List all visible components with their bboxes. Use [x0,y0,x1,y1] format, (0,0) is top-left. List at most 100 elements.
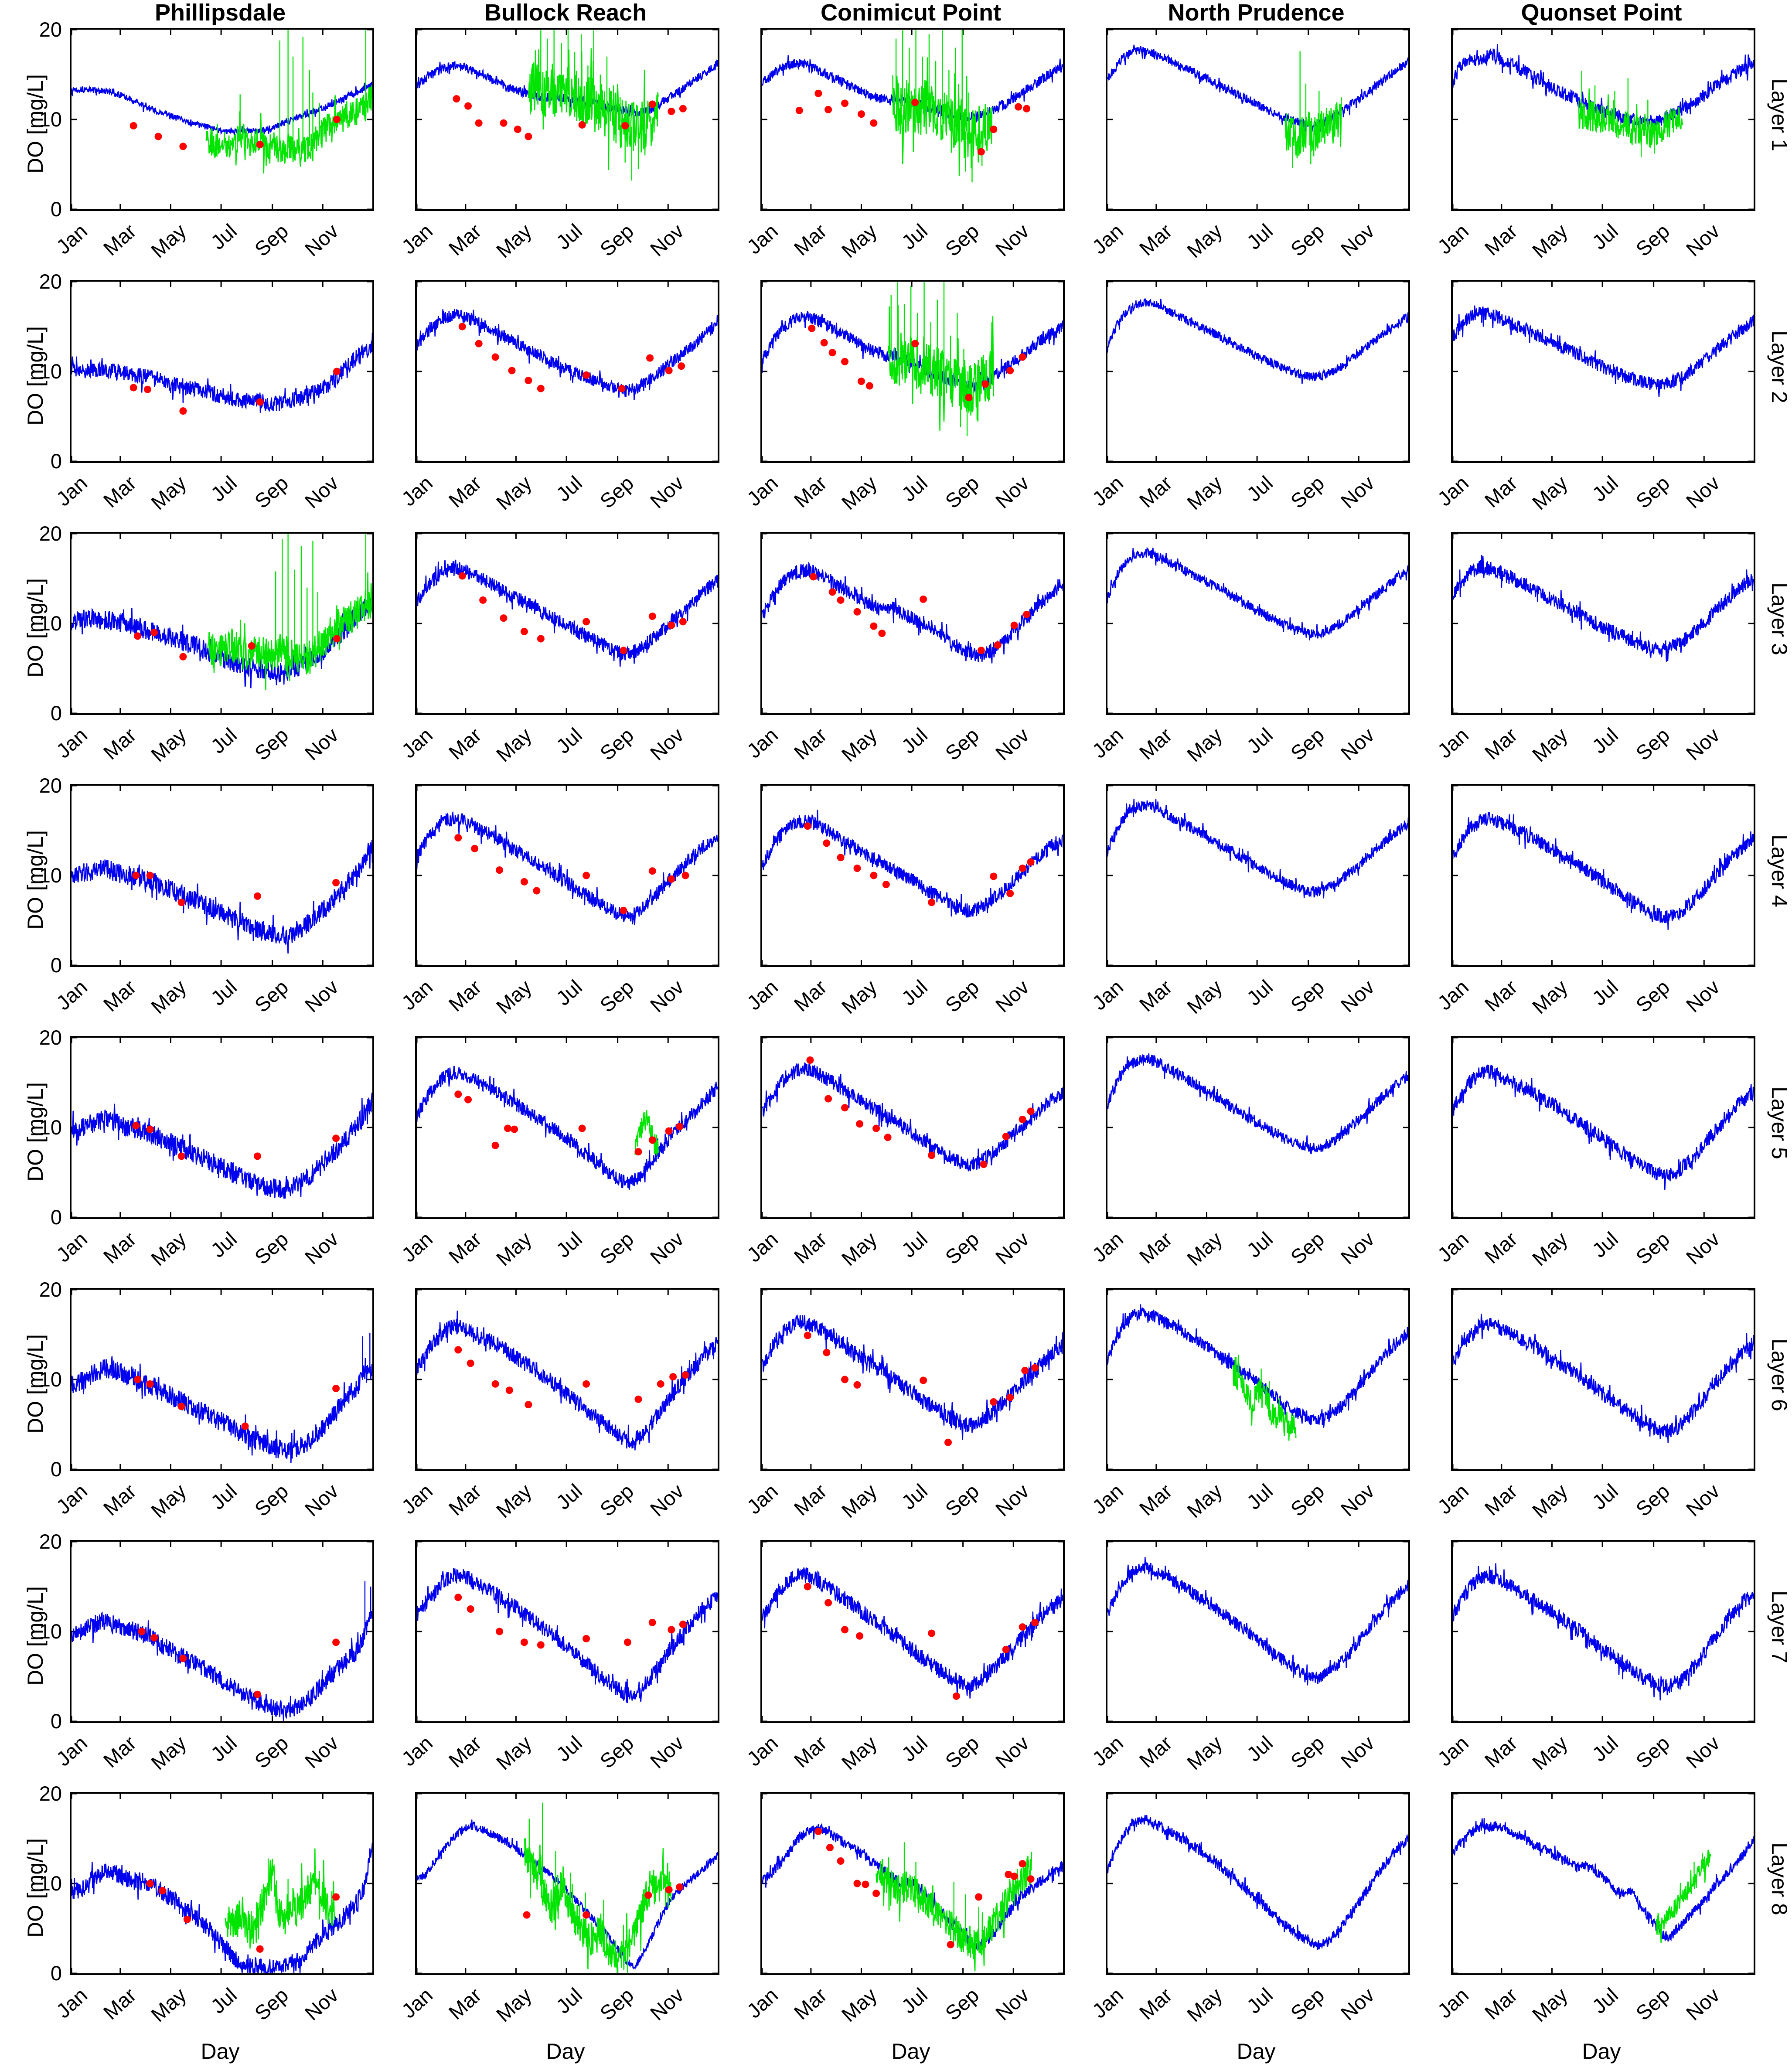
x-tick-label: Jul [552,1479,587,1514]
observation-dot [146,1380,154,1388]
observation-dot [837,1857,845,1865]
plot-area [1106,28,1410,211]
x-tick-label: Nov [645,1227,688,1269]
x-tick-label: May [492,471,536,514]
x-tick-label: Jul [897,219,932,254]
subplot-cell: Jan Mar May Jul Sep Nov [1087,280,1451,532]
x-tick-label: Nov [1336,1983,1379,2025]
x-tick-label: May [492,1227,536,1270]
observation-dot [679,618,687,626]
x-tick-label: Nov [1681,1983,1724,2025]
observation-dot [990,1398,998,1406]
observation-dot [533,887,541,895]
plot-area [760,28,1065,211]
observation-dot [1027,1107,1035,1115]
x-tick-label: Sep [940,1227,983,1269]
x-tick-label: Nov [300,975,343,1017]
column-title: Phillipsdale [154,0,286,26]
x-tick-label: May [492,1731,536,1774]
x-tick-label: Jul [1588,1227,1623,1262]
subplot-cell: Jan Mar May Jul Sep Nov Day [1433,1792,1792,2064]
model-series-line [1453,555,1754,662]
observation-dot [994,641,1002,649]
x-tick-label: Nov [1681,723,1724,765]
observation-dot [132,872,140,879]
observation-dot [841,99,849,107]
x-tick-label: Jul [552,1227,587,1262]
observation-dot [1021,1366,1029,1374]
layer-label: Layer 4 [1767,834,1792,907]
observation-dot [856,1120,864,1128]
x-tick-label: Mar [444,975,486,1016]
x-tick-label: Mar [99,219,140,260]
x-tick-label: Sep [1631,975,1674,1017]
plot-area [415,1540,719,1723]
subplot-cell: Jan Mar May Jul Sep Nov [1433,784,1792,1036]
observation-dot [668,107,675,115]
model-series-line [1107,1815,1408,1950]
observation-dot [853,1381,861,1389]
y-tick-label: 0 [50,1962,62,1985]
observation-dot [824,1095,832,1103]
observation-dot [975,1893,983,1901]
model-series-line [1107,1053,1408,1155]
x-tick-label: Sep [595,975,638,1017]
observation-dot [525,133,532,140]
model-series-line [417,1567,718,1703]
observation-dot [248,642,256,650]
observation-dot [583,872,590,879]
observation-dot [256,1945,264,1953]
sensor-series-line [1577,88,1683,148]
observation-dot [679,105,687,112]
observation-dot [241,1422,249,1430]
observation-dot [467,1359,474,1367]
x-tick-label: Sep [940,723,983,765]
observation-dot [920,595,927,603]
observation-dot [681,872,689,879]
observation-dot [583,371,590,379]
plot-area [415,784,719,967]
observation-dot [333,635,341,643]
subplot-cell: Jan Mar May Jul Sep Nov [742,280,1106,532]
x-tick-label: Mar [444,1479,486,1520]
y-tick-label: 20 [39,1278,62,1301]
subplot-conimicut-point-layer-1 [762,30,1063,209]
subplot-quonset-point-layer-1 [1453,30,1754,209]
x-axis-label: Day [1582,2039,1621,2064]
x-tick-label: May [1182,975,1227,1018]
y-tick-label: 20 [39,270,62,293]
observation-dot [150,1634,158,1642]
x-tick-label: Jul [1588,1731,1623,1766]
observation-dot [454,834,462,841]
subplot-conimicut-point-layer-7 [762,1542,1063,1721]
observation-dot [453,95,460,103]
x-tick-label: Mar [1134,1479,1176,1520]
observation-dot [1006,1393,1014,1401]
x-tick-label: Jul [897,1479,932,1514]
observation-dot [981,380,989,388]
plot-area [760,280,1065,463]
observation-dot [146,872,154,879]
observation-dot [1019,1115,1026,1123]
observation-dot [508,367,516,375]
observation-dot [837,596,845,604]
observation-dot [458,323,466,330]
x-tick-label: May [1182,1479,1227,1522]
column-title: Quonset Point [1521,0,1682,26]
y-tick-label: 0 [50,1458,62,1481]
x-tick-label: Jul [1242,1983,1278,2018]
observation-dot [454,1090,462,1098]
subplot-phillipsdale-layer-6 [72,1290,372,1469]
subplot-bullock-reach-layer-3 [417,534,718,713]
plot-area [1106,1792,1410,1975]
x-tick-label: Sep [250,471,293,513]
observation-dot [977,148,985,156]
plot-area [415,1288,719,1471]
plot-area [415,1792,719,1975]
observation-dot [159,1887,167,1894]
x-tick-label: Mar [444,219,486,260]
observation-dot [828,349,836,357]
observation-dot [665,1886,673,1894]
x-tick-label: Mar [99,1227,140,1268]
column-title: North Prudence [1168,0,1345,26]
